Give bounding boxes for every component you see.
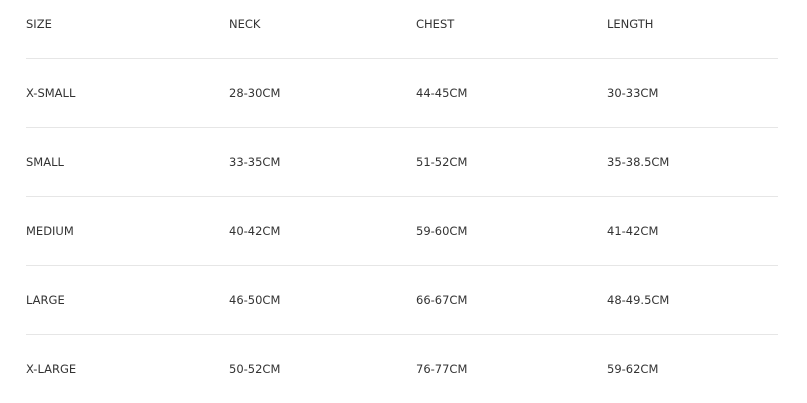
cell-length: 59-62CM (607, 362, 659, 376)
cell-chest: 59-60CM (416, 224, 468, 238)
cell-chest: 51-52CM (416, 155, 468, 169)
table-row: X-SMALL 28-30CM 44-45CM 30-33CM (26, 59, 778, 128)
header-neck: NECK (229, 17, 261, 31)
table-row: LARGE 46-50CM 66-67CM 48-49.5CM (26, 266, 778, 335)
cell-chest: 76-77CM (416, 362, 468, 376)
cell-size: X-LARGE (26, 362, 77, 376)
cell-size: X-SMALL (26, 86, 76, 100)
header-size: SIZE (26, 17, 52, 31)
cell-neck: 28-30CM (229, 86, 281, 100)
cell-neck: 46-50CM (229, 293, 281, 307)
table-row: X-LARGE 50-52CM 76-77CM 59-62CM (26, 335, 778, 403)
cell-neck: 50-52CM (229, 362, 281, 376)
cell-neck: 33-35CM (229, 155, 281, 169)
header-chest: CHEST (416, 17, 455, 31)
header-length: LENGTH (607, 17, 654, 31)
table-row: SMALL 33-35CM 51-52CM 35-38.5CM (26, 128, 778, 197)
cell-size: MEDIUM (26, 224, 74, 238)
cell-length: 41-42CM (607, 224, 659, 238)
table-header-row: SIZE NECK CHEST LENGTH (26, 0, 778, 59)
cell-length: 35-38.5CM (607, 155, 670, 169)
cell-size: SMALL (26, 155, 64, 169)
cell-size: LARGE (26, 293, 65, 307)
cell-neck: 40-42CM (229, 224, 281, 238)
cell-length: 30-33CM (607, 86, 659, 100)
cell-chest: 44-45CM (416, 86, 468, 100)
cell-chest: 66-67CM (416, 293, 468, 307)
size-chart-table: SIZE NECK CHEST LENGTH X-SMALL 28-30CM 4… (26, 0, 778, 403)
table-row: MEDIUM 40-42CM 59-60CM 41-42CM (26, 197, 778, 266)
cell-length: 48-49.5CM (607, 293, 670, 307)
